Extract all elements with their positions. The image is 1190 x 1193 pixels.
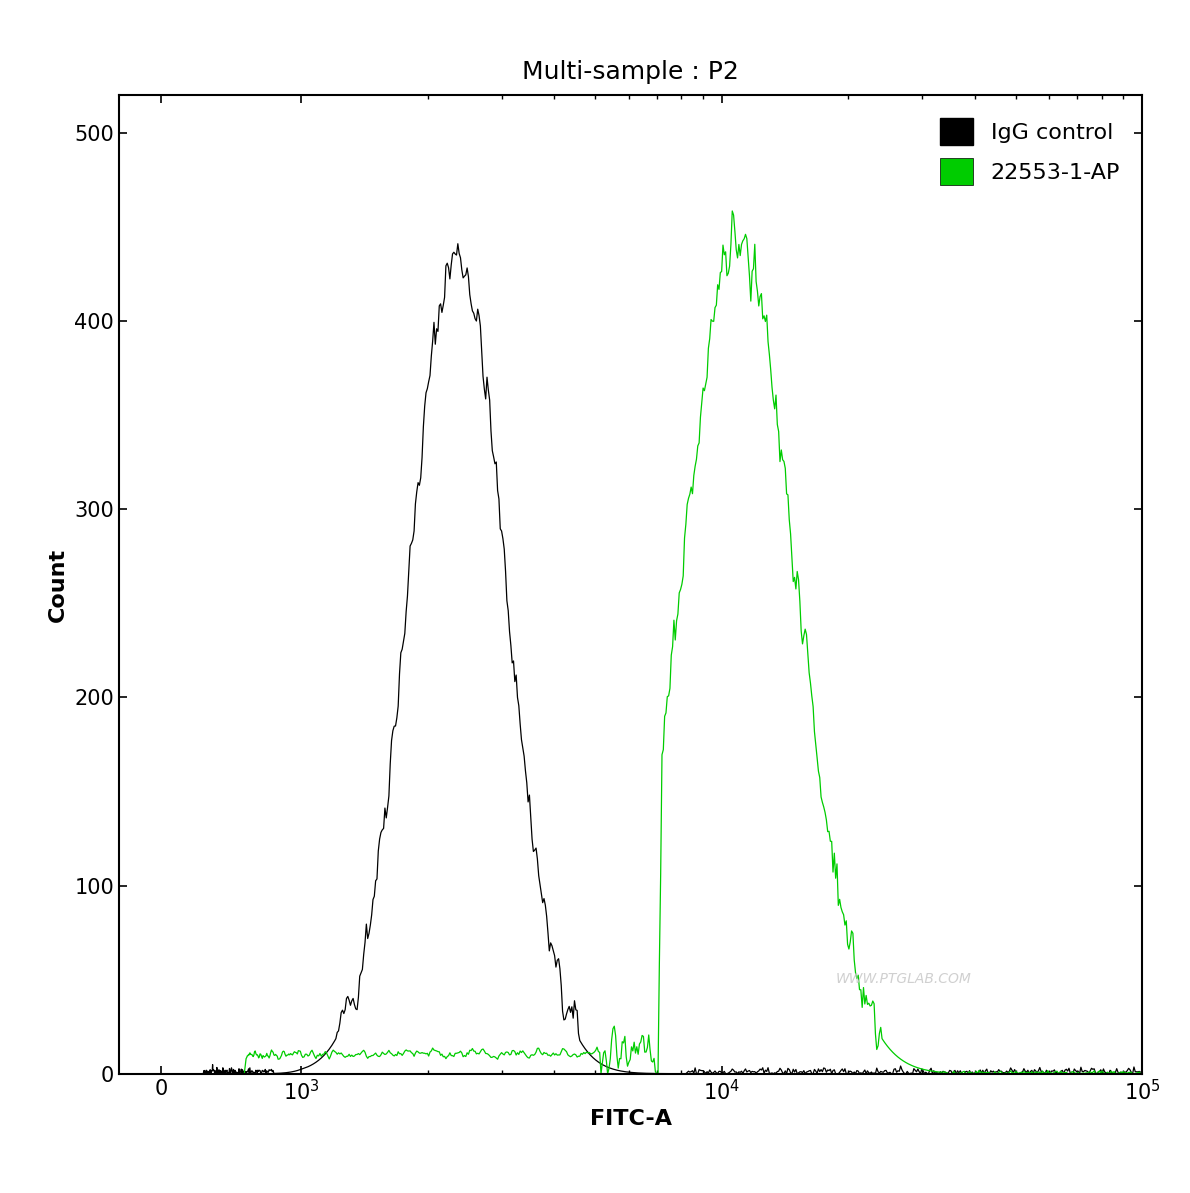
- X-axis label: FITC-A: FITC-A: [590, 1109, 671, 1130]
- Title: Multi-sample : P2: Multi-sample : P2: [522, 60, 739, 84]
- Legend: IgG control, 22553-1-AP: IgG control, 22553-1-AP: [928, 106, 1132, 197]
- Text: WWW.PTGLAB.COM: WWW.PTGLAB.COM: [835, 971, 971, 985]
- Y-axis label: Count: Count: [48, 548, 68, 622]
